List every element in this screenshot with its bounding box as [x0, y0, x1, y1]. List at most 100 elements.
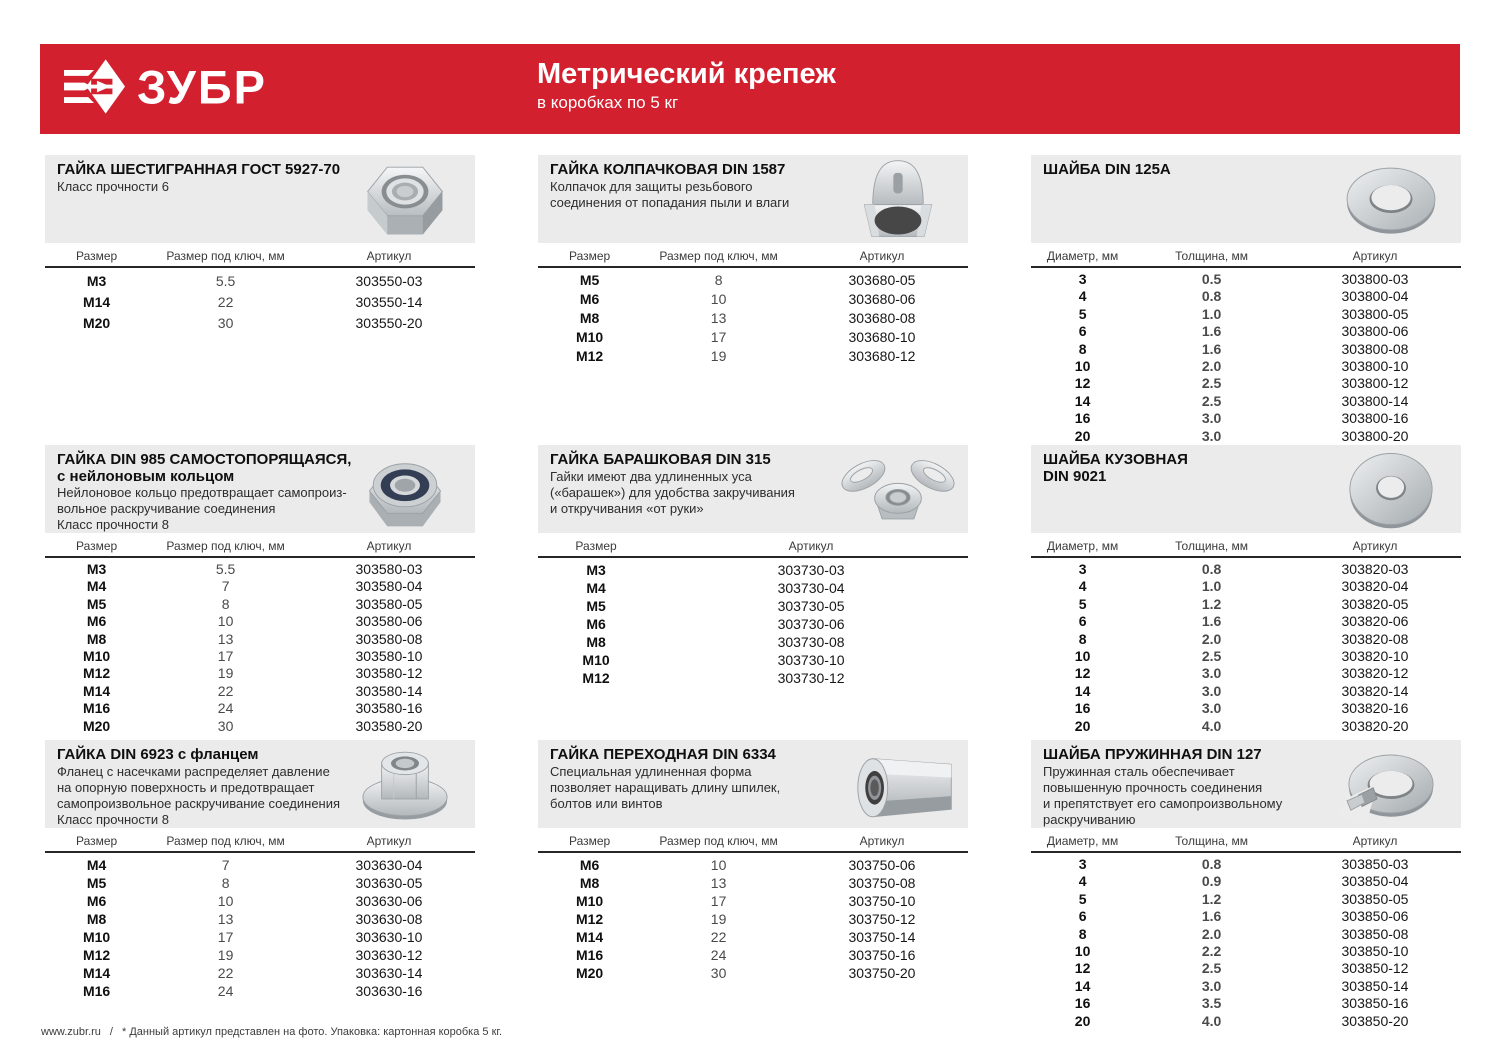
size-cell: M10	[82, 929, 111, 945]
article-cell: 303850-12	[1341, 960, 1409, 977]
product-header: ГАЙКА DIN 985 САМОСТОПОРЯЩАЯСЯ, с нейлоно…	[45, 445, 475, 533]
spec-row: 4 0.9 303850-04	[1031, 873, 1461, 890]
article-cell: 303850-08	[1341, 925, 1409, 942]
footer-separator: /	[109, 1026, 113, 1038]
spec-row: M10 17 303580-10	[45, 648, 475, 665]
dimension-cell: 0.8	[1201, 288, 1222, 305]
size-cell: M12	[82, 665, 111, 682]
spec-row: 3 0.8 303820-03	[1031, 557, 1461, 578]
size-cell: M10	[82, 648, 111, 665]
spec-row: 10 2.5 303820-10	[1031, 648, 1461, 665]
article-cell: 303820-12	[1341, 665, 1409, 682]
product-description-line: болтов или винтов	[550, 795, 663, 811]
size-cell: 12	[1074, 960, 1091, 977]
dimension-cell: 13	[710, 875, 727, 891]
dimension-cell: 3.0	[1201, 682, 1222, 699]
product-title-line: ГАЙКА ПЕРЕХОДНАЯ DIN 6334	[550, 746, 776, 763]
product-title: ГАЙКА DIN 985 САМОСТОПОРЯЩАЯСЯ, с нейлоно…	[57, 451, 463, 485]
spec-row: M20 30 303750-20	[538, 964, 968, 982]
column-header: Размер	[538, 245, 642, 268]
size-cell: 10	[1074, 943, 1091, 960]
catalog-grid: ГАЙКА ШЕСТИГРАННАЯ ГОСТ 5927-70 Класс пр…	[45, 155, 1461, 1029]
spec-row: M16 24 303630-16	[45, 982, 475, 1000]
spec-row: M14 22 303750-14	[538, 928, 968, 946]
site-url: www.zubr.ru	[41, 1026, 101, 1038]
brand-text: ЗУБР	[137, 60, 268, 114]
article-cell: 303800-05	[1341, 305, 1409, 322]
product-description-line: Специальная удлиненная форма	[550, 763, 752, 779]
size-cell: 10	[1074, 648, 1091, 665]
size-cell: M8	[579, 875, 600, 891]
dimension-cell: 0.8	[1201, 856, 1222, 872]
product-description: Пружинная сталь обеспечивает повышенную п…	[1043, 764, 1449, 828]
article-cell: 303820-20	[1341, 717, 1409, 734]
spec-row: M16 24 303580-16	[45, 700, 475, 717]
dimension-cell: 30	[217, 717, 234, 734]
article-cell: 303580-20	[355, 717, 423, 734]
article-cell: 303750-14	[848, 929, 916, 945]
article-cell: 303550-03	[355, 273, 423, 289]
product-description: Специальная удлиненная форма позволяет на…	[550, 764, 956, 812]
spec-table: Размер Размер под ключ, мм Артикул M3 5.5 30…	[45, 535, 475, 735]
article-cell: 303580-14	[355, 682, 423, 699]
product-header-text: ГАЙКА DIN 6923 с фланцем Фланец с насечк…	[57, 746, 463, 828]
size-cell: M5	[86, 875, 107, 891]
lock-nut-photo	[339, 446, 471, 532]
article-cell: 303680-06	[848, 291, 916, 307]
size-cell: 3	[1078, 271, 1087, 287]
spec-row: M8 13 303630-08	[45, 910, 475, 928]
product-description-line: («барашек») для удобства закручивания	[550, 484, 795, 500]
article-cell: 303630-16	[355, 983, 423, 999]
spec-row: 16 3.0 303800-16	[1031, 410, 1461, 427]
column-header: Размер под ключ, мм	[641, 830, 796, 853]
flat-washer-photo	[1325, 156, 1457, 242]
column-header: Толщина, мм	[1134, 245, 1289, 268]
size-cell: M5	[579, 272, 600, 288]
spec-table: Диаметр, мм Толщина, мм Артикул 3 0.5 303800…	[1031, 245, 1461, 445]
size-cell: M12	[575, 348, 604, 364]
dimension-cell: 0.9	[1201, 873, 1222, 890]
article-cell: 303800-12	[1341, 375, 1409, 392]
spec-row: 5 1.2 303850-05	[1031, 891, 1461, 908]
article-cell: 303730-06	[777, 616, 845, 632]
product-description-line: Класс прочности 6	[57, 178, 169, 194]
size-cell: 20	[1074, 717, 1091, 734]
product-header: ГАЙКА КОЛПАЧКОВАЯ DIN 1587 Колпачок для …	[538, 155, 968, 243]
size-cell: M20	[575, 965, 604, 981]
product-title-line: ГАЙКА КОЛПАЧКОВАЯ DIN 1587	[550, 161, 786, 178]
column-header: Артикул	[795, 830, 968, 853]
product-description-line: позволяет наращивать длину шпилек,	[550, 779, 781, 795]
article-cell: 303580-04	[355, 578, 423, 595]
dimension-cell: 3.0	[1201, 977, 1222, 994]
size-cell: M6	[586, 616, 606, 632]
size-cell: 5	[1078, 595, 1087, 612]
size-cell: 6	[1078, 323, 1087, 340]
column-header: Толщина, мм	[1134, 830, 1289, 853]
product-description-line: и откручивания «от руки»	[550, 500, 704, 516]
size-cell: M3	[86, 561, 107, 577]
spec-table: Размер Артикул M3 303730-03 M4 303730-04 M5 30…	[538, 535, 968, 687]
article-cell: 303630-04	[355, 857, 423, 873]
spec-header-row: Диаметр, мм Толщина, мм Артикул	[1031, 245, 1461, 268]
spec-row: 20 3.0 303800-20	[1031, 428, 1461, 445]
size-cell: M20	[82, 717, 111, 734]
size-cell: M4	[586, 580, 606, 596]
article-cell: 303820-06	[1341, 613, 1409, 630]
spec-header-row: Диаметр, мм Толщина, мм Артикул	[1031, 830, 1461, 853]
spec-row: M20 30 303550-20	[45, 313, 475, 334]
spec-row: M8 303730-08	[538, 633, 968, 651]
size-cell: 4	[1078, 873, 1087, 890]
dimension-cell: 0.5	[1201, 271, 1222, 287]
article-cell: 303850-16	[1341, 995, 1409, 1012]
product-header-text: ГАЙКА ПЕРЕХОДНАЯ DIN 6334 Специальная уд…	[550, 746, 956, 812]
spec-row: M8 13 303750-08	[538, 874, 968, 892]
product-description: Колпачок для защиты резьбового соединения…	[550, 179, 956, 211]
size-cell: M6	[579, 291, 600, 307]
article-cell: 303800-14	[1341, 392, 1409, 409]
article-cell: 303750-06	[848, 857, 916, 873]
size-cell: M8	[579, 310, 600, 326]
spec-row: 3 0.8 303850-03	[1031, 852, 1461, 873]
dimension-cell: 17	[710, 893, 727, 909]
product-title-line: ГАЙКА DIN 6923 с фланцем	[57, 746, 259, 763]
product-section-wing-nut-din315: ГАЙКА БАРАШКОВАЯ DIN 315 Гайки имеют два…	[538, 445, 968, 740]
